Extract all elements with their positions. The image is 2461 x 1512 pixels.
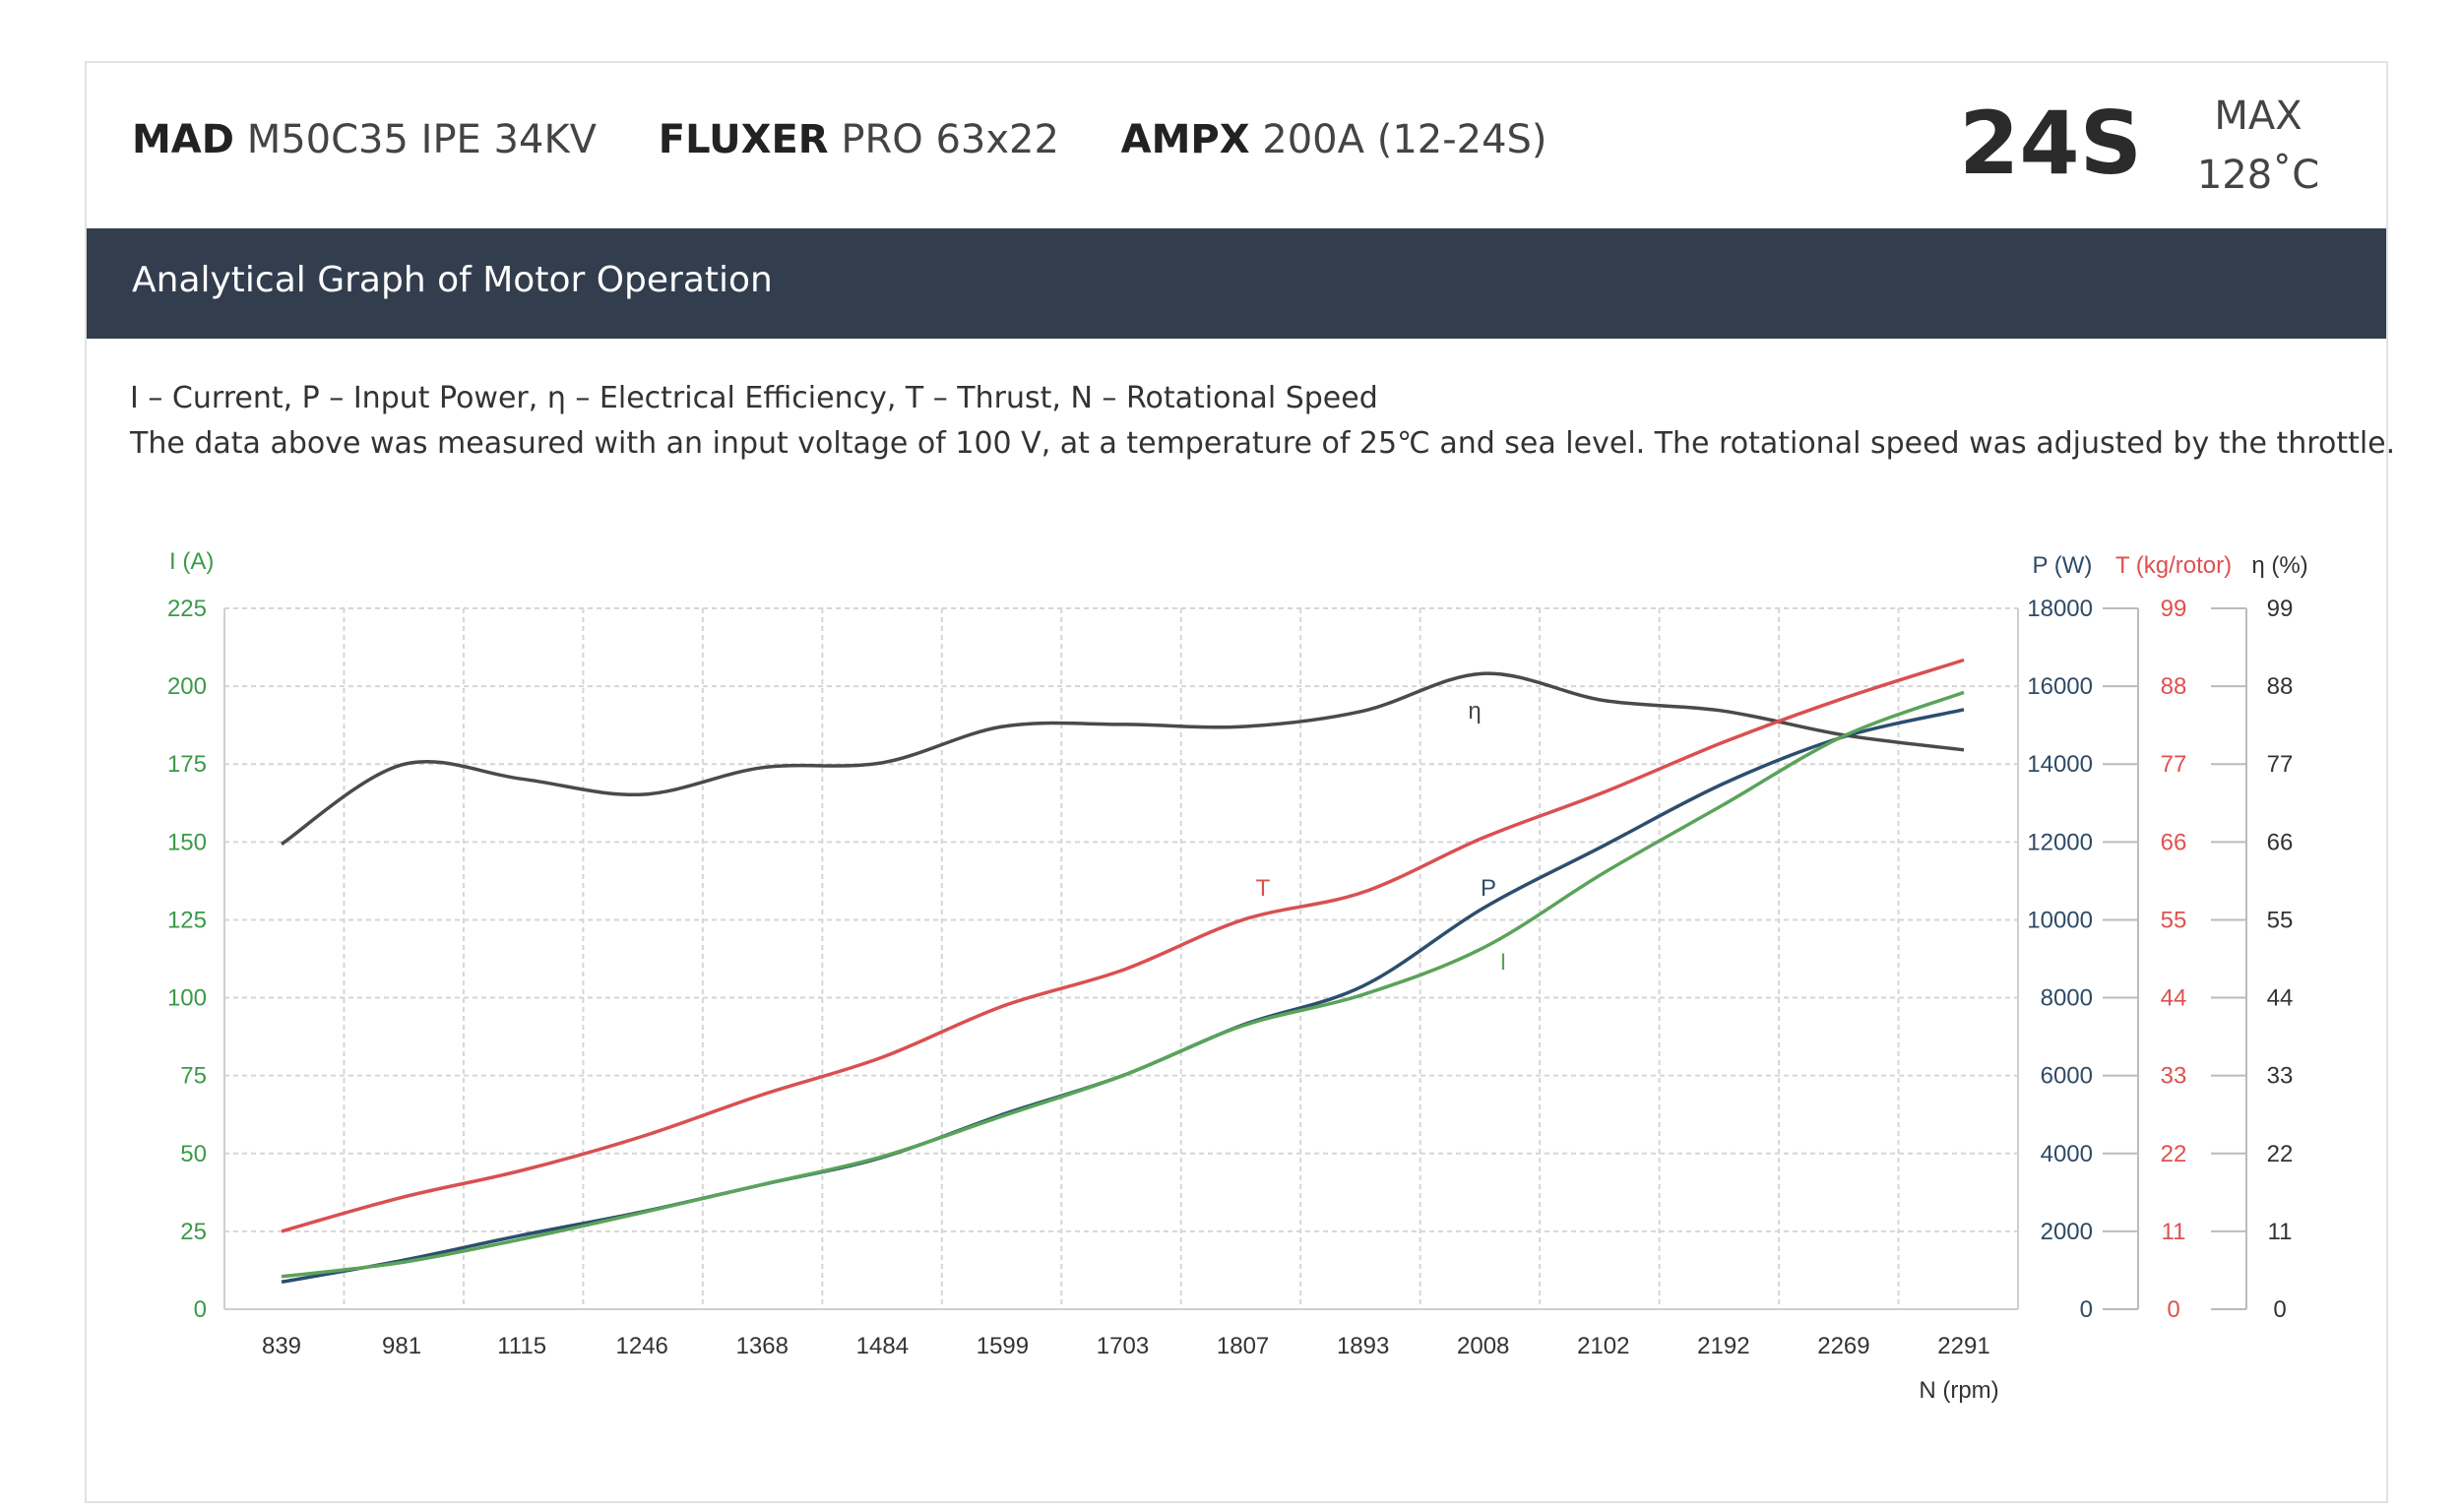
thrust-tick-label: 33 <box>2161 1063 2187 1090</box>
x-tick-label: 1599 <box>977 1333 1029 1359</box>
max-temperature: MAX 128˚C <box>2189 87 2327 205</box>
power-tick-label: 8000 <box>2041 985 2093 1012</box>
x-tick-label: 2008 <box>1457 1333 1509 1359</box>
x-tick-label: 2102 <box>1577 1333 1629 1359</box>
power-tick-label: 0 <box>2080 1296 2093 1323</box>
cell-count: 24S <box>1959 93 2142 194</box>
thrust-axis-label: T (kg/rotor) <box>2115 552 2232 579</box>
efficiency-tick-label: 44 <box>2267 985 2294 1012</box>
current-tick-label: 75 <box>180 1063 207 1090</box>
power-axis-label: P (W) <box>2033 552 2093 579</box>
thrust-tick-label: 55 <box>2161 907 2187 933</box>
x-axis-label: N (rpm) <box>1919 1377 1998 1404</box>
section-title: Analytical Graph of Motor Operation <box>132 260 773 300</box>
power-line <box>281 708 1965 1285</box>
power-tick-label: 10000 <box>2027 907 2093 933</box>
x-tick-label: 981 <box>382 1333 421 1359</box>
efficiency-tick-label: 99 <box>2267 596 2294 622</box>
section-title-bar: Analytical Graph of Motor Operation <box>87 228 2386 339</box>
efficiency-tick-label: 33 <box>2267 1063 2294 1090</box>
current-line <box>281 690 1965 1279</box>
current-tick-label: 125 <box>167 907 207 933</box>
power-tick-label: 4000 <box>2041 1141 2093 1167</box>
current-tick-label: 225 <box>167 596 207 622</box>
x-tick-label: 1807 <box>1217 1333 1269 1359</box>
legend-text: I – Current, P – Input Power, η – Electr… <box>130 376 2395 467</box>
current-tick-label: 175 <box>167 751 207 778</box>
current-tick-label: 150 <box>167 829 207 855</box>
x-tick-label: 839 <box>262 1333 301 1359</box>
efficiency-series-label: η <box>1468 698 1481 724</box>
thrust-tick-label: 44 <box>2161 985 2187 1012</box>
efficiency-tick-label: 77 <box>2267 751 2294 778</box>
symbol-legend: I – Current, P – Input Power, η – Electr… <box>130 381 1378 415</box>
thrust-tick-label: 0 <box>2167 1296 2179 1323</box>
efficiency-axis-label: η (%) <box>2251 552 2307 579</box>
current-tick-label: 200 <box>167 673 207 700</box>
x-tick-label: 1893 <box>1337 1333 1389 1359</box>
efficiency-tick-label: 0 <box>2273 1296 2286 1323</box>
x-tick-label: 2192 <box>1697 1333 1749 1359</box>
efficiency-tick-label: 22 <box>2267 1141 2294 1167</box>
current-tick-label: 50 <box>180 1141 207 1167</box>
motor-spec-card: MAD M50C35 IPE 34KV FLUXER PRO 63x22 AMP… <box>85 61 2395 1503</box>
thrust-tick-label: 77 <box>2161 751 2187 778</box>
efficiency-tick-label: 88 <box>2267 673 2294 700</box>
thrust-tick-label: 88 <box>2161 673 2187 700</box>
x-tick-label: 1703 <box>1097 1333 1149 1359</box>
current-tick-label: 25 <box>180 1219 207 1245</box>
current-axis-label: I (A) <box>169 548 214 575</box>
max-label: MAX <box>2214 94 2303 139</box>
efficiency-tick-label: 11 <box>2268 1219 2293 1245</box>
efficiency-tick-label: 55 <box>2267 907 2294 933</box>
current-tick-label: 100 <box>167 985 207 1012</box>
spec-line: MAD M50C35 IPE 34KV FLUXER PRO 63x22 AMP… <box>132 117 1597 162</box>
power-tick-label: 16000 <box>2027 673 2093 700</box>
motor-spec: MAD M50C35 IPE 34KV <box>132 117 598 162</box>
current-series-label: I <box>1500 949 1507 976</box>
x-tick-label: 1246 <box>616 1333 668 1359</box>
propeller-spec: FLUXER PRO 63x22 <box>658 117 1059 162</box>
thrust-tick-label: 66 <box>2161 829 2187 855</box>
efficiency-line <box>281 671 1965 846</box>
max-temp-value: 128˚C <box>2196 153 2320 198</box>
x-tick-label: 1115 <box>497 1333 546 1359</box>
card-header: MAD M50C35 IPE 34KV FLUXER PRO 63x22 AMP… <box>87 63 2386 228</box>
power-tick-label: 18000 <box>2027 596 2093 622</box>
thrust-tick-label: 99 <box>2161 596 2187 622</box>
power-series-label: P <box>1481 875 1496 902</box>
x-tick-label: 2291 <box>1937 1333 1989 1359</box>
power-tick-label: 2000 <box>2041 1219 2093 1245</box>
thrust-tick-label: 11 <box>2162 1219 2186 1245</box>
power-tick-label: 12000 <box>2027 829 2093 855</box>
power-tick-label: 14000 <box>2027 751 2093 778</box>
thrust-line <box>281 658 1965 1233</box>
thrust-tick-label: 22 <box>2161 1141 2187 1167</box>
measurement-note: The data above was measured with an inpu… <box>130 426 2396 461</box>
efficiency-tick-label: 66 <box>2267 829 2294 855</box>
current-tick-label: 0 <box>194 1296 207 1323</box>
thrust-series-label: T <box>1256 875 1271 902</box>
esc-spec: AMPX 200A (12-24S) <box>1120 117 1547 162</box>
x-tick-label: 1484 <box>856 1333 909 1359</box>
x-tick-label: 1368 <box>736 1333 789 1359</box>
power-tick-label: 6000 <box>2041 1063 2093 1090</box>
x-tick-label: 2269 <box>1817 1333 1869 1359</box>
